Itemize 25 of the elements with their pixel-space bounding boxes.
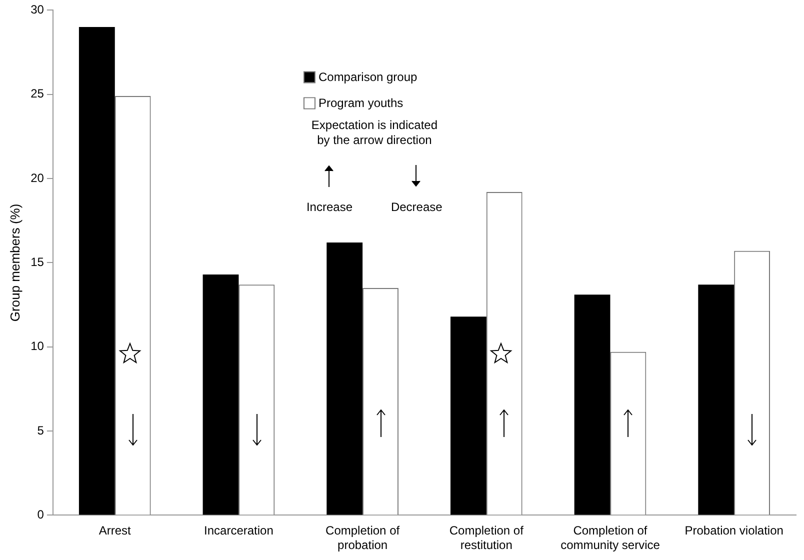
bar xyxy=(326,242,363,515)
legend-label: Program youths xyxy=(318,96,404,110)
x-tick-label: Completion of community service xyxy=(560,524,660,552)
annotation: Increase xyxy=(306,200,352,216)
legend-label: Comparison group xyxy=(318,70,418,84)
annotation: Decrease xyxy=(390,200,442,216)
y-tick-label: 30 xyxy=(30,2,44,17)
x-tick-label: Completion of restitution xyxy=(449,524,524,552)
x-tick-label: Arrest xyxy=(98,524,132,538)
bar xyxy=(78,27,115,515)
y-tick-label: 25 xyxy=(30,86,44,101)
y-tick-label: 10 xyxy=(30,339,44,354)
x-tick-label: Probation violation xyxy=(684,524,784,538)
y-tick-label: 15 xyxy=(30,255,44,270)
y-tick-label: 5 xyxy=(37,423,44,438)
x-tick-label: Completion of probation xyxy=(326,524,400,552)
x-tick-label: Incarceration xyxy=(204,524,274,538)
bar xyxy=(202,274,239,515)
y-tick-label: 20 xyxy=(30,170,44,185)
bar xyxy=(450,316,486,515)
annotation: Expectation is indicated by the arrow direction xyxy=(310,118,438,148)
bar xyxy=(574,294,610,515)
y-axis-title: Group members (%) xyxy=(7,204,22,322)
y-tick-label: 0 xyxy=(37,508,44,522)
bar xyxy=(698,284,734,515)
